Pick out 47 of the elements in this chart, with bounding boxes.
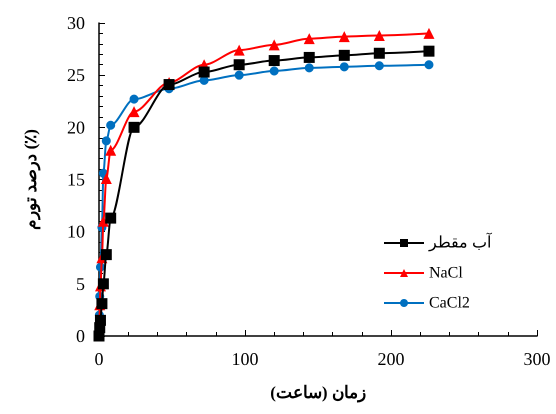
x-tick-label: 200 — [378, 349, 404, 369]
point — [128, 122, 140, 133]
point — [374, 48, 385, 59]
point — [268, 55, 280, 66]
y-tick-label: 30 — [67, 13, 85, 33]
point — [304, 63, 314, 72]
point — [198, 66, 210, 78]
legend-label: CaCl2 — [429, 294, 470, 312]
x-tick-label: 100 — [232, 349, 258, 369]
point — [234, 44, 245, 56]
point — [338, 31, 350, 42]
point — [270, 66, 279, 76]
point — [130, 94, 139, 104]
point — [100, 249, 112, 260]
y-tick-label: 10 — [67, 222, 85, 242]
point — [100, 172, 112, 184]
point — [234, 59, 245, 70]
point — [374, 30, 385, 42]
legend-label: NaCl — [429, 264, 464, 282]
y-tick-label: 0 — [76, 326, 85, 346]
point — [340, 62, 349, 72]
point — [268, 39, 280, 50]
point — [94, 314, 106, 326]
y-tick-label: 15 — [67, 170, 85, 190]
point — [98, 278, 109, 290]
point — [164, 79, 175, 90]
y-tick-label: 25 — [67, 65, 85, 86]
point — [423, 46, 434, 57]
x-axis-title: زمان (ساعت) — [270, 383, 366, 403]
y-axis-title: درصد تورم (٪) — [21, 129, 41, 230]
point — [423, 28, 434, 39]
point — [105, 212, 116, 224]
x-tick-label: 300 — [524, 349, 550, 369]
y-tick-label: 5 — [76, 274, 85, 294]
point — [105, 144, 116, 156]
y-tick-label: 20 — [67, 117, 85, 138]
point — [106, 120, 116, 130]
point — [424, 60, 434, 70]
point — [102, 136, 111, 146]
legend-label: آب مقطر — [428, 232, 493, 252]
point — [304, 52, 315, 63]
point — [128, 106, 140, 118]
point — [234, 70, 244, 80]
point — [304, 33, 315, 44]
point — [338, 50, 350, 61]
x-tick-label: 0 — [94, 349, 104, 369]
point — [374, 61, 384, 70]
